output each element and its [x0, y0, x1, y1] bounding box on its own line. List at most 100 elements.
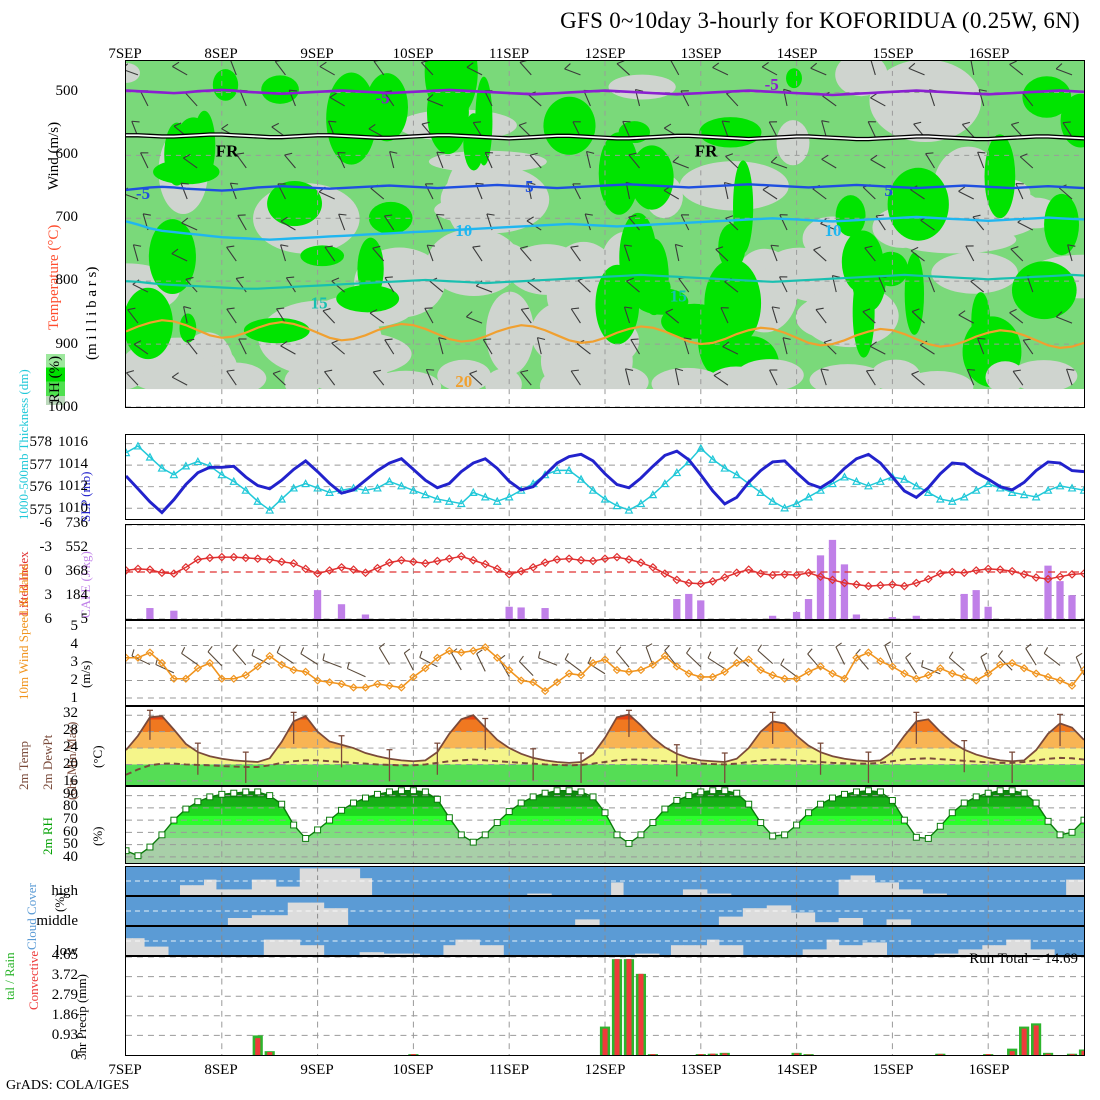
upperair-pressure-caption: (m i l l i b a r s) — [84, 266, 100, 360]
x-tick-9sep: 9SEP — [300, 1062, 334, 1078]
ytick-yt-temp-20: 20 — [63, 755, 78, 772]
svg-text:5: 5 — [525, 177, 533, 196]
ytick-yt-rh-80: 80 — [63, 798, 78, 815]
ytick-yt-upper-600: 600 — [55, 145, 79, 162]
ytick-yt-rh-70: 70 — [63, 810, 78, 827]
x-tick-8sep: 8SEP — [204, 1062, 238, 1078]
ytick-yt-upper-500: 500 — [55, 82, 79, 99]
x-tick-15sep: 15SEP — [872, 1062, 914, 1078]
ytick-yt-slp-1014: 1014 — [58, 455, 88, 472]
ytick-yt-slp-1010: 1010 — [58, 499, 88, 516]
cloud-row-label-middle: middle — [36, 913, 78, 929]
upper-air-cross-section-panel[interactable]: -5 -5 FR FR -5 5 5 10 10 15 15 20 — [125, 60, 1085, 408]
wind10m-units-caption: (m/s) — [78, 660, 93, 688]
x-tick-11sep: 11SEP — [488, 46, 530, 62]
x-tick-13sep: 13SEP — [680, 46, 722, 62]
rh2m-units-caption: (%) — [90, 826, 105, 847]
ytick-yt-cape-184: 184 — [65, 587, 89, 604]
ytick-yt-wind-4: 4 — [70, 636, 79, 653]
x-tick-16sep: 16SEP — [968, 1062, 1010, 1078]
lifted-index-cape-panel[interactable] — [125, 524, 1085, 620]
x-tick-8sep: 8SEP — [204, 46, 238, 62]
ytick-yt-temp-28: 28 — [63, 722, 78, 739]
svg-text:10: 10 — [825, 221, 842, 240]
svg-text:-5: -5 — [765, 75, 779, 94]
ytick-yt-temp-32: 32 — [63, 705, 78, 722]
ytick-yt-wind-1: 1 — [70, 689, 79, 706]
ytick-yt-thick-577: 577 — [29, 456, 53, 473]
cape-caption: CAPE (J/kg) — [78, 551, 93, 618]
svg-text:15: 15 — [311, 294, 328, 313]
dewpt2m-caption: 2m DewPt — [40, 734, 55, 790]
ytick-yt-wind-3: 3 — [70, 654, 79, 670]
ytick-yt-li--6: -6 — [39, 515, 53, 531]
ytick-yt-thick-575: 575 — [29, 501, 53, 518]
rh2m-caption: 2m RH — [40, 817, 55, 855]
ytick-yt-precip-2.79: 2.79 — [51, 987, 78, 1003]
wind-10m-panel[interactable] — [125, 620, 1085, 706]
x-tick-11sep: 11SEP — [488, 1062, 530, 1078]
ytick-yt-slp-1016: 1016 — [58, 433, 88, 450]
x-tick-14sep: 14SEP — [776, 1062, 818, 1078]
svg-text:-5: -5 — [375, 89, 389, 108]
ytick-yt-rh-90: 90 — [63, 785, 78, 802]
ytick-yt-rh-60: 60 — [63, 823, 78, 840]
svg-text:20: 20 — [455, 372, 472, 391]
svg-text:-5: -5 — [136, 184, 150, 203]
ytick-yt-li--3: -3 — [39, 539, 53, 555]
ytick-yt-upper-1000: 1000 — [48, 399, 78, 415]
ytick-yt-precip-1.86: 1.86 — [51, 1007, 78, 1023]
ytick-yt-cape-736: 736 — [65, 515, 89, 531]
cloud-cover-middle-panel[interactable] — [125, 896, 1085, 926]
rh-2m-panel[interactable] — [125, 786, 1085, 864]
run-total-label: Run Total = 14.69 — [969, 951, 1078, 967]
x-tick-10sep: 10SEP — [392, 1062, 434, 1078]
ytick-yt-temp-16: 16 — [63, 772, 78, 789]
svg-text:FR: FR — [695, 141, 718, 160]
x-tick-15sep: 15SEP — [872, 46, 914, 62]
ytick-yt-li-6: 6 — [44, 611, 53, 627]
ytick-yt-slp-1012: 1012 — [58, 477, 88, 494]
ytick-yt-thick-576: 576 — [29, 479, 53, 496]
rh-colorkey: RH (%) — [46, 353, 65, 405]
svg-text:FR: FR — [216, 141, 239, 160]
x-tick-12sep: 12SEP — [584, 46, 626, 62]
x-tick-12sep: 12SEP — [584, 1062, 626, 1078]
cloud-row-label-low: low — [55, 943, 79, 959]
x-tick-13sep: 13SEP — [680, 1062, 722, 1078]
temp-dewpt-2m-panel[interactable] — [125, 706, 1085, 786]
ytick-yt-wind-5: 5 — [70, 618, 79, 635]
ytick-yt-cape-5: 5 — [80, 611, 89, 627]
ytick-yt-precip-4.65: 4.65 — [51, 947, 78, 963]
cloud-cover-low-panel[interactable] — [125, 926, 1085, 956]
wind10m-caption: 10m Wind Speed & Barbs — [16, 563, 31, 700]
x-tick-7sep: 7SEP — [108, 46, 142, 62]
ytick-yt-rh-40: 40 — [63, 848, 78, 865]
svg-text:15: 15 — [670, 287, 687, 306]
footer-credit: GrADS: COLA/IGES — [6, 1078, 130, 1093]
cloud-cover-high-panel[interactable] — [125, 866, 1085, 896]
temp2m-units-caption: (°C) — [90, 745, 105, 768]
precip-3hr-panel[interactable] — [125, 956, 1085, 1056]
ytick-yt-precip-0.93: 0.93 — [51, 1027, 78, 1043]
ytick-yt-cape-368: 368 — [65, 563, 89, 580]
x-tick-9sep: 9SEP — [300, 46, 334, 62]
ytick-yt-precip-3.72: 3.72 — [51, 967, 78, 983]
cloud-row-label-high: high — [51, 883, 78, 899]
x-tick-7sep: 7SEP — [108, 1062, 142, 1078]
ytick-yt-temp-24: 24 — [63, 739, 78, 756]
upperair-rh-caption: RH (%) — [46, 353, 65, 405]
temp2m-caption: 2m Temp — [16, 740, 31, 790]
page-title: GFS 0~10day 3-hourly for KOFORIDUA (0.25… — [560, 8, 1080, 33]
x-tick-14sep: 14SEP — [776, 46, 818, 62]
ytick-yt-upper-700: 700 — [55, 209, 79, 226]
ytick-yt-li-3: 3 — [44, 587, 53, 603]
svg-text:10: 10 — [455, 221, 472, 240]
ytick-yt-li-0: 0 — [44, 563, 53, 579]
ytick-yt-cape-552: 552 — [65, 539, 89, 556]
slp-thickness-panel[interactable] — [125, 434, 1085, 520]
ytick-yt-upper-800: 800 — [55, 272, 79, 289]
svg-text:5: 5 — [884, 181, 892, 200]
x-tick-16sep: 16SEP — [968, 46, 1010, 62]
ytick-yt-rh-50: 50 — [63, 836, 78, 853]
